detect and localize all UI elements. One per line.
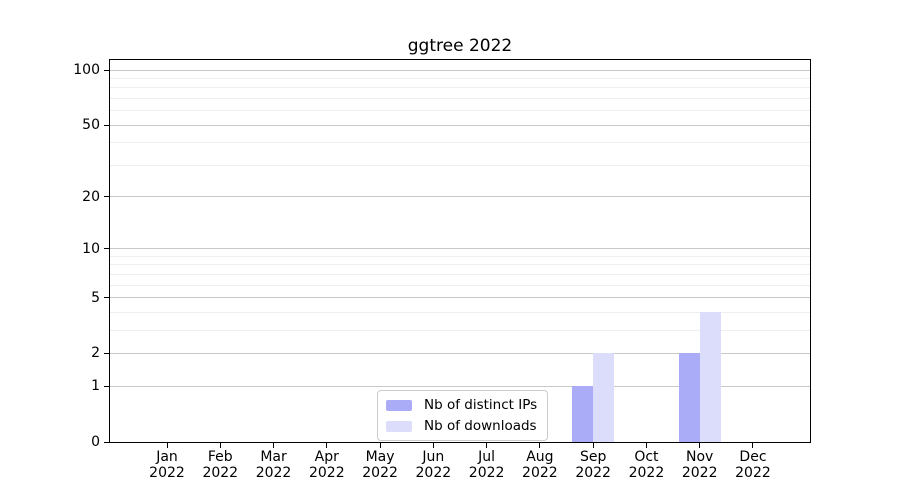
- x-tick-label: Jan 2022: [149, 449, 185, 481]
- gridline-minor: [110, 311, 810, 313]
- y-tick-mark: [104, 124, 109, 126]
- x-tick-mark: [219, 443, 221, 448]
- legend-label-downloads: Nb of downloads: [424, 418, 537, 434]
- y-tick-label: 1: [91, 378, 100, 395]
- legend: Nb of distinct IPs Nb of downloads: [377, 390, 549, 441]
- x-tick-mark: [486, 443, 488, 448]
- x-tick-label: Feb 2022: [202, 449, 239, 481]
- gridline-major: [110, 352, 810, 354]
- y-tick-label: 50: [82, 117, 100, 134]
- x-tick-mark: [379, 443, 381, 448]
- gridline-minor: [110, 329, 810, 331]
- x-tick-mark: [166, 443, 168, 448]
- bar-distinct-ips: [572, 386, 594, 442]
- y-tick-mark: [104, 196, 109, 198]
- gridline-major: [110, 385, 810, 387]
- y-tick-label: 10: [82, 240, 100, 257]
- x-tick-label: May 2022: [362, 449, 398, 481]
- x-tick-mark: [326, 443, 328, 448]
- x-tick-mark: [592, 443, 594, 448]
- x-tick-label: Apr 2022: [308, 449, 345, 481]
- x-tick-label: Oct 2022: [628, 449, 665, 481]
- y-tick-label: 0: [91, 434, 100, 450]
- legend-swatch-downloads: [386, 420, 412, 432]
- legend-entry-distinct-ips: Nb of distinct IPs: [386, 397, 537, 413]
- x-tick-label: Sep 2022: [575, 449, 611, 481]
- y-tick-mark: [104, 248, 109, 250]
- gridline-major: [110, 69, 810, 71]
- gridline-minor: [110, 284, 810, 286]
- x-tick-label: Dec 2022: [735, 449, 771, 481]
- plot-area: 0 1 2 5 10 20 50 100 Jan 2022 Feb 2022 Mar 2022 Apr…: [73, 59, 811, 481]
- y-tick-mark: [104, 441, 109, 443]
- gridline-minor: [110, 264, 810, 266]
- x-tick-label: Aug 2022: [522, 449, 558, 481]
- x-tick-mark: [273, 443, 275, 448]
- x-tick-label: Mar 2022: [255, 449, 292, 481]
- y-tick-label: 20: [82, 188, 100, 205]
- gridline-minor: [110, 110, 810, 112]
- bars-layer: [110, 60, 810, 442]
- gridline-major: [110, 297, 810, 299]
- x-tick-label: Jun 2022: [415, 449, 452, 481]
- y-tick-label: 100: [73, 62, 100, 78]
- x-tick-mark: [645, 443, 647, 448]
- y-tick-mark: [104, 352, 109, 354]
- gridline-minor: [110, 164, 810, 166]
- x-tick-label: Jul 2022: [468, 449, 505, 481]
- legend-entry-downloads: Nb of downloads: [386, 418, 537, 434]
- gridline-minor: [110, 142, 810, 144]
- gridline-minor: [110, 255, 810, 257]
- y-tick-mark: [104, 385, 109, 387]
- x-tick-mark: [432, 443, 434, 448]
- gridline-minor: [110, 273, 810, 275]
- y-tick-label: 2: [91, 345, 100, 362]
- legend-swatch-distinct-ips: [386, 399, 412, 411]
- gridline-major: [110, 248, 810, 250]
- gridline-major: [110, 124, 810, 126]
- x-tick-mark: [539, 443, 541, 448]
- y-tick-mark: [104, 297, 109, 299]
- gridline-minor: [110, 87, 810, 89]
- x-tick-mark: [752, 443, 754, 448]
- x-tick-mark: [699, 443, 701, 448]
- x-tick-label: Nov 2022: [681, 449, 718, 481]
- bar-downloads: [699, 312, 721, 442]
- gridline-minor: [110, 77, 810, 79]
- bar-distinct-ips: [678, 353, 700, 442]
- chart-title: ggtree 2022: [407, 36, 513, 56]
- legend-label-distinct-ips: Nb of distinct IPs: [424, 397, 538, 413]
- axis-layer: 0 1 2 5 10 20 50 100 Jan 2022 Feb 2022 Mar 2022 Apr…: [73, 60, 810, 481]
- y-tick-mark: [104, 69, 109, 71]
- bar-downloads: [593, 353, 615, 442]
- y-tick-label: 5: [91, 289, 100, 306]
- gridline-minor: [110, 97, 810, 99]
- gridlines-layer: [110, 60, 810, 442]
- gridline-major: [110, 196, 810, 198]
